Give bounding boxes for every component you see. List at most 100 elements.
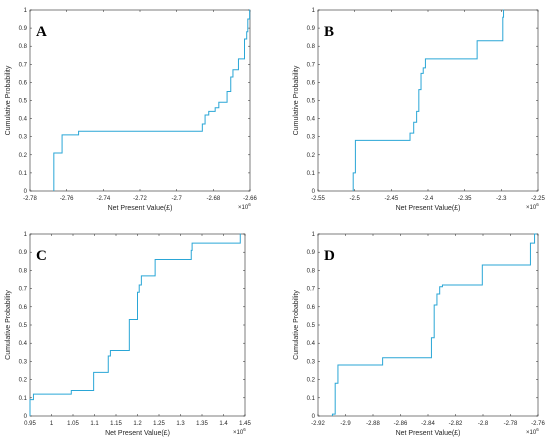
y-tick-label: 0.9 (19, 250, 28, 256)
x-tick-label: 1 (50, 421, 54, 427)
y-axis-label: Cumulative Probability (293, 65, 300, 135)
y-tick-label: 0.5 (19, 323, 28, 329)
plot-area (29, 9, 251, 192)
y-tick-label: 0.1 (19, 396, 28, 402)
y-tick-label: 0.4 (307, 117, 316, 123)
x-multiplier-base: ×10 (238, 205, 249, 211)
x-tick-label: -2.35 (458, 196, 472, 202)
x-multiplier-label: ×106 (526, 202, 539, 211)
x-tick-label: -2.88 (366, 421, 380, 427)
x-tick-label: -2.45 (384, 196, 398, 202)
y-tick-label: 0.2 (307, 378, 316, 384)
y-tick-label: 0.1 (19, 171, 28, 177)
y-tick-label: 0.5 (19, 99, 28, 105)
x-tick-label: 1.45 (239, 421, 251, 427)
y-tick-label: 0.5 (307, 323, 316, 329)
y-tick-label: 0.4 (19, 117, 28, 123)
x-tick-label: -2.76 (531, 421, 545, 427)
x-tick-label: -2.55 (311, 196, 325, 202)
x-multiplier-base: ×10 (526, 205, 537, 211)
x-multiplier-label: ×106 (233, 427, 246, 436)
x-tick-label: -2.7 (171, 196, 182, 202)
y-tick-label: 0.8 (19, 268, 28, 274)
y-tick-label: 0.8 (307, 44, 316, 50)
panel-b: -2.55 -2.5 -2.45 -2.4 -2.35 -2.3 -2.25 0 0.1 0.2 0… (293, 8, 545, 212)
x-tick-label: 0.95 (24, 421, 36, 427)
y-axis-label: Cumulative Probability (293, 290, 300, 360)
y-tick-label: 0.7 (307, 62, 316, 68)
y-tick-label: 0.9 (307, 250, 316, 256)
x-axis-label: Net Present Value(£) (105, 430, 170, 437)
x-multiplier-exponent: 6 (243, 427, 246, 432)
y-tick-label: 0 (24, 189, 28, 195)
x-tick-label: -2.68 (206, 196, 220, 202)
panel-d: -2.92 -2.9 -2.88 -2.86 -2.84 -2.82 -2.8 -2.78 -2… (293, 232, 545, 437)
y-tick-label: 0.1 (307, 396, 316, 402)
y-tick-label: 0.2 (19, 153, 28, 159)
y-tick-label: 1 (24, 232, 28, 238)
cdf-step-line (29, 233, 241, 416)
x-tick-label: -2.84 (421, 421, 435, 427)
cdf-step-line (331, 233, 537, 416)
y-tick-label: 0 (312, 189, 316, 195)
x-multiplier-label: ×106 (526, 427, 539, 436)
x-tick-label: -2.66 (243, 196, 257, 202)
x-axis-label: Net Present Value(£) (396, 430, 461, 437)
panel-letter: C (36, 248, 47, 264)
y-tick-label: 0.5 (307, 99, 316, 105)
x-tick-label: -2.86 (394, 421, 408, 427)
y-tick-label: 1 (312, 8, 316, 14)
y-tick-label: 0.8 (307, 268, 316, 274)
panel-a: -2.78 -2.76 -2.74 -2.72 -2.7 -2.68 -2.66 0 0.1 0.… (5, 8, 257, 212)
panel-letter: A (36, 24, 47, 40)
y-tick-label: 0.3 (307, 135, 316, 141)
y-tick-label: 0.6 (19, 80, 28, 86)
y-tick-label: 0.2 (19, 378, 28, 384)
x-multiplier-base: ×10 (526, 430, 537, 436)
y-tick-label: 0 (312, 414, 316, 420)
plot-area (317, 9, 539, 192)
y-tick-label: 0 (24, 414, 28, 420)
y-tick-label: 0.8 (19, 44, 28, 50)
x-axis-label: Net Present Value(£) (396, 205, 461, 212)
x-tick-label: -2.78 (23, 196, 37, 202)
x-tick-label: -2.4 (423, 196, 434, 202)
y-tick-label: 0.3 (307, 359, 316, 365)
y-axis-label: Cumulative Probability (5, 65, 12, 135)
y-tick-label: 1 (312, 232, 316, 238)
x-tick-label: 1.3 (176, 421, 185, 427)
x-tick-label: -2.92 (311, 421, 325, 427)
y-tick-label: 0.4 (19, 341, 28, 347)
panel-c: 0.95 1 1.05 1.1 1.15 1.2 1.25 1.3 1.35 1.4 1.45 0 0.… (5, 232, 251, 437)
x-tick-label: -2.8 (478, 421, 489, 427)
x-multiplier-label: ×106 (238, 202, 251, 211)
cdf-step-line (53, 9, 251, 191)
x-multiplier-exponent: 6 (248, 202, 251, 207)
x-tick-label: -2.3 (496, 196, 507, 202)
x-tick-label: -2.72 (133, 196, 147, 202)
x-tick-label: 1.05 (67, 421, 79, 427)
x-tick-label: 1.1 (90, 421, 99, 427)
y-tick-label: 0.3 (19, 135, 28, 141)
x-tick-label: -2.5 (349, 196, 360, 202)
y-axis-label: Cumulative Probability (5, 290, 12, 360)
y-tick-label: 0.7 (19, 287, 28, 293)
y-tick-label: 0.6 (307, 305, 316, 311)
y-tick-label: 0.7 (307, 287, 316, 293)
cdf-step-line (352, 9, 505, 191)
x-tick-label: -2.78 (504, 421, 518, 427)
y-tick-label: 0.9 (307, 26, 316, 32)
y-tick-label: 0.6 (307, 80, 316, 86)
y-tick-label: 1 (24, 8, 28, 14)
y-tick-label: 0.3 (19, 359, 28, 365)
panel-letter: D (324, 248, 335, 264)
x-tick-label: -2.74 (96, 196, 110, 202)
x-tick-label: -2.25 (531, 196, 545, 202)
x-multiplier-exponent: 6 (536, 427, 539, 432)
x-multiplier-base: ×10 (233, 430, 244, 436)
x-tick-label: 1.15 (110, 421, 122, 427)
y-tick-label: 0.6 (19, 305, 28, 311)
x-tick-label: -2.82 (449, 421, 463, 427)
y-tick-label: 0.4 (307, 341, 316, 347)
